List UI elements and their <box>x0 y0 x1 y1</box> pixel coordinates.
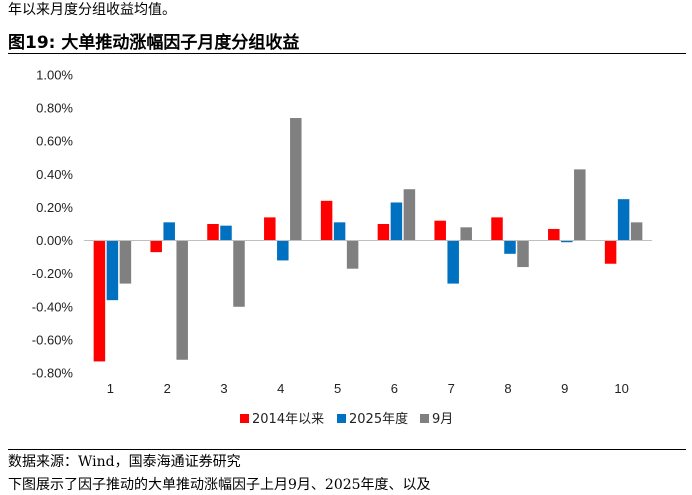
y-axis-labels: 1.00% 0.80% 0.60% 0.40% 0.20% 0.00% -0.20% -0.4… <box>32 68 74 381</box>
bar-series-1-cat-5 <box>320 200 333 241</box>
x-tick-label: 3 <box>220 381 227 396</box>
y-tick-label: -0.20% <box>32 266 74 281</box>
bar-series-1-cat-1 <box>93 240 106 362</box>
bar-series-2-cat-3 <box>220 225 232 241</box>
bar-series-1-cat-9 <box>548 228 560 241</box>
x-tick-label: 8 <box>504 381 511 396</box>
x-tick-label: 4 <box>277 381 284 396</box>
bar-series-3-cat-9 <box>574 169 586 241</box>
title-rule <box>8 53 686 54</box>
bar-series-3-cat-2 <box>176 240 188 360</box>
legend-label-1: 2014年以来 <box>252 412 324 427</box>
bar-series-1-cat-4 <box>264 217 276 241</box>
bar-series-2-cat-9 <box>561 240 573 243</box>
figure-title: 图19: 大单推动涨幅因子月度分组收益 <box>8 33 300 53</box>
x-tick-label: 6 <box>391 381 398 396</box>
bar-series-3-cat-5 <box>346 240 359 269</box>
legend-label-2: 2025年度 <box>349 411 408 427</box>
bar-chart: 1.00% 0.80% 0.60% 0.40% 0.20% 0.00% -0.20% -0.4… <box>32 68 652 427</box>
x-tick-label: 5 <box>334 381 341 396</box>
bar-series-2-cat-7 <box>447 240 459 284</box>
y-tick-label: -0.80% <box>32 366 74 381</box>
y-tick-label: 1.00% <box>36 68 73 83</box>
bar-series-3-cat-8 <box>517 240 529 268</box>
bars-group <box>93 118 643 362</box>
x-tick-label: 10 <box>614 381 628 396</box>
bar-series-2-cat-5 <box>333 222 346 241</box>
bar-series-3-cat-3 <box>233 240 245 307</box>
bar-series-1-cat-6 <box>377 224 390 241</box>
x-axis-labels: 1 2 3 4 5 6 7 8 9 10 <box>107 381 629 396</box>
x-tick-label: 7 <box>448 381 455 396</box>
bar-series-2-cat-4 <box>277 240 289 261</box>
source-rule <box>8 449 686 450</box>
bar-series-1-cat-3 <box>207 224 219 241</box>
bar-series-1-cat-7 <box>434 220 446 241</box>
bar-series-2-cat-6 <box>390 202 403 241</box>
y-tick-label: 0.00% <box>36 233 73 248</box>
bar-series-3-cat-7 <box>460 227 472 241</box>
bar-series-2-cat-1 <box>106 240 119 301</box>
y-tick-label: -0.40% <box>32 299 74 314</box>
cut-off-text: 下图展示了因子推动的大单推动涨幅因子上月9月、2025年度、以及 <box>8 477 431 493</box>
legend-swatch-2 <box>337 414 346 423</box>
legend: 2014年以来 2025年度 9月 <box>240 411 453 427</box>
y-tick-label: 0.40% <box>36 167 73 182</box>
bar-series-2-cat-8 <box>504 240 516 254</box>
bar-series-1-cat-2 <box>150 240 162 253</box>
source-text: 数据来源：Wind，国泰海通证券研究 <box>8 454 241 470</box>
intro-text: 年以来月度分组收益均值。 <box>8 2 176 18</box>
x-tick-label: 9 <box>561 381 568 396</box>
bar-series-3-cat-1 <box>119 240 132 284</box>
y-tick-label: 0.80% <box>36 101 73 116</box>
bar-series-2-cat-10 <box>617 199 630 241</box>
bar-series-3-cat-6 <box>403 189 416 241</box>
y-tick-label: 0.20% <box>36 200 73 215</box>
y-tick-label: 0.60% <box>36 134 73 149</box>
legend-swatch-3 <box>420 414 429 423</box>
x-tick-label: 2 <box>164 381 171 396</box>
legend-label-3: 9月 <box>432 412 453 427</box>
bar-series-3-cat-10 <box>630 222 643 241</box>
y-tick-label: -0.60% <box>32 332 74 347</box>
bar-series-1-cat-8 <box>491 217 503 241</box>
bar-series-3-cat-4 <box>290 118 302 241</box>
bar-series-1-cat-10 <box>604 240 617 264</box>
x-tick-label: 1 <box>107 381 114 396</box>
legend-swatch-1 <box>240 414 249 423</box>
bar-series-2-cat-2 <box>163 222 175 241</box>
